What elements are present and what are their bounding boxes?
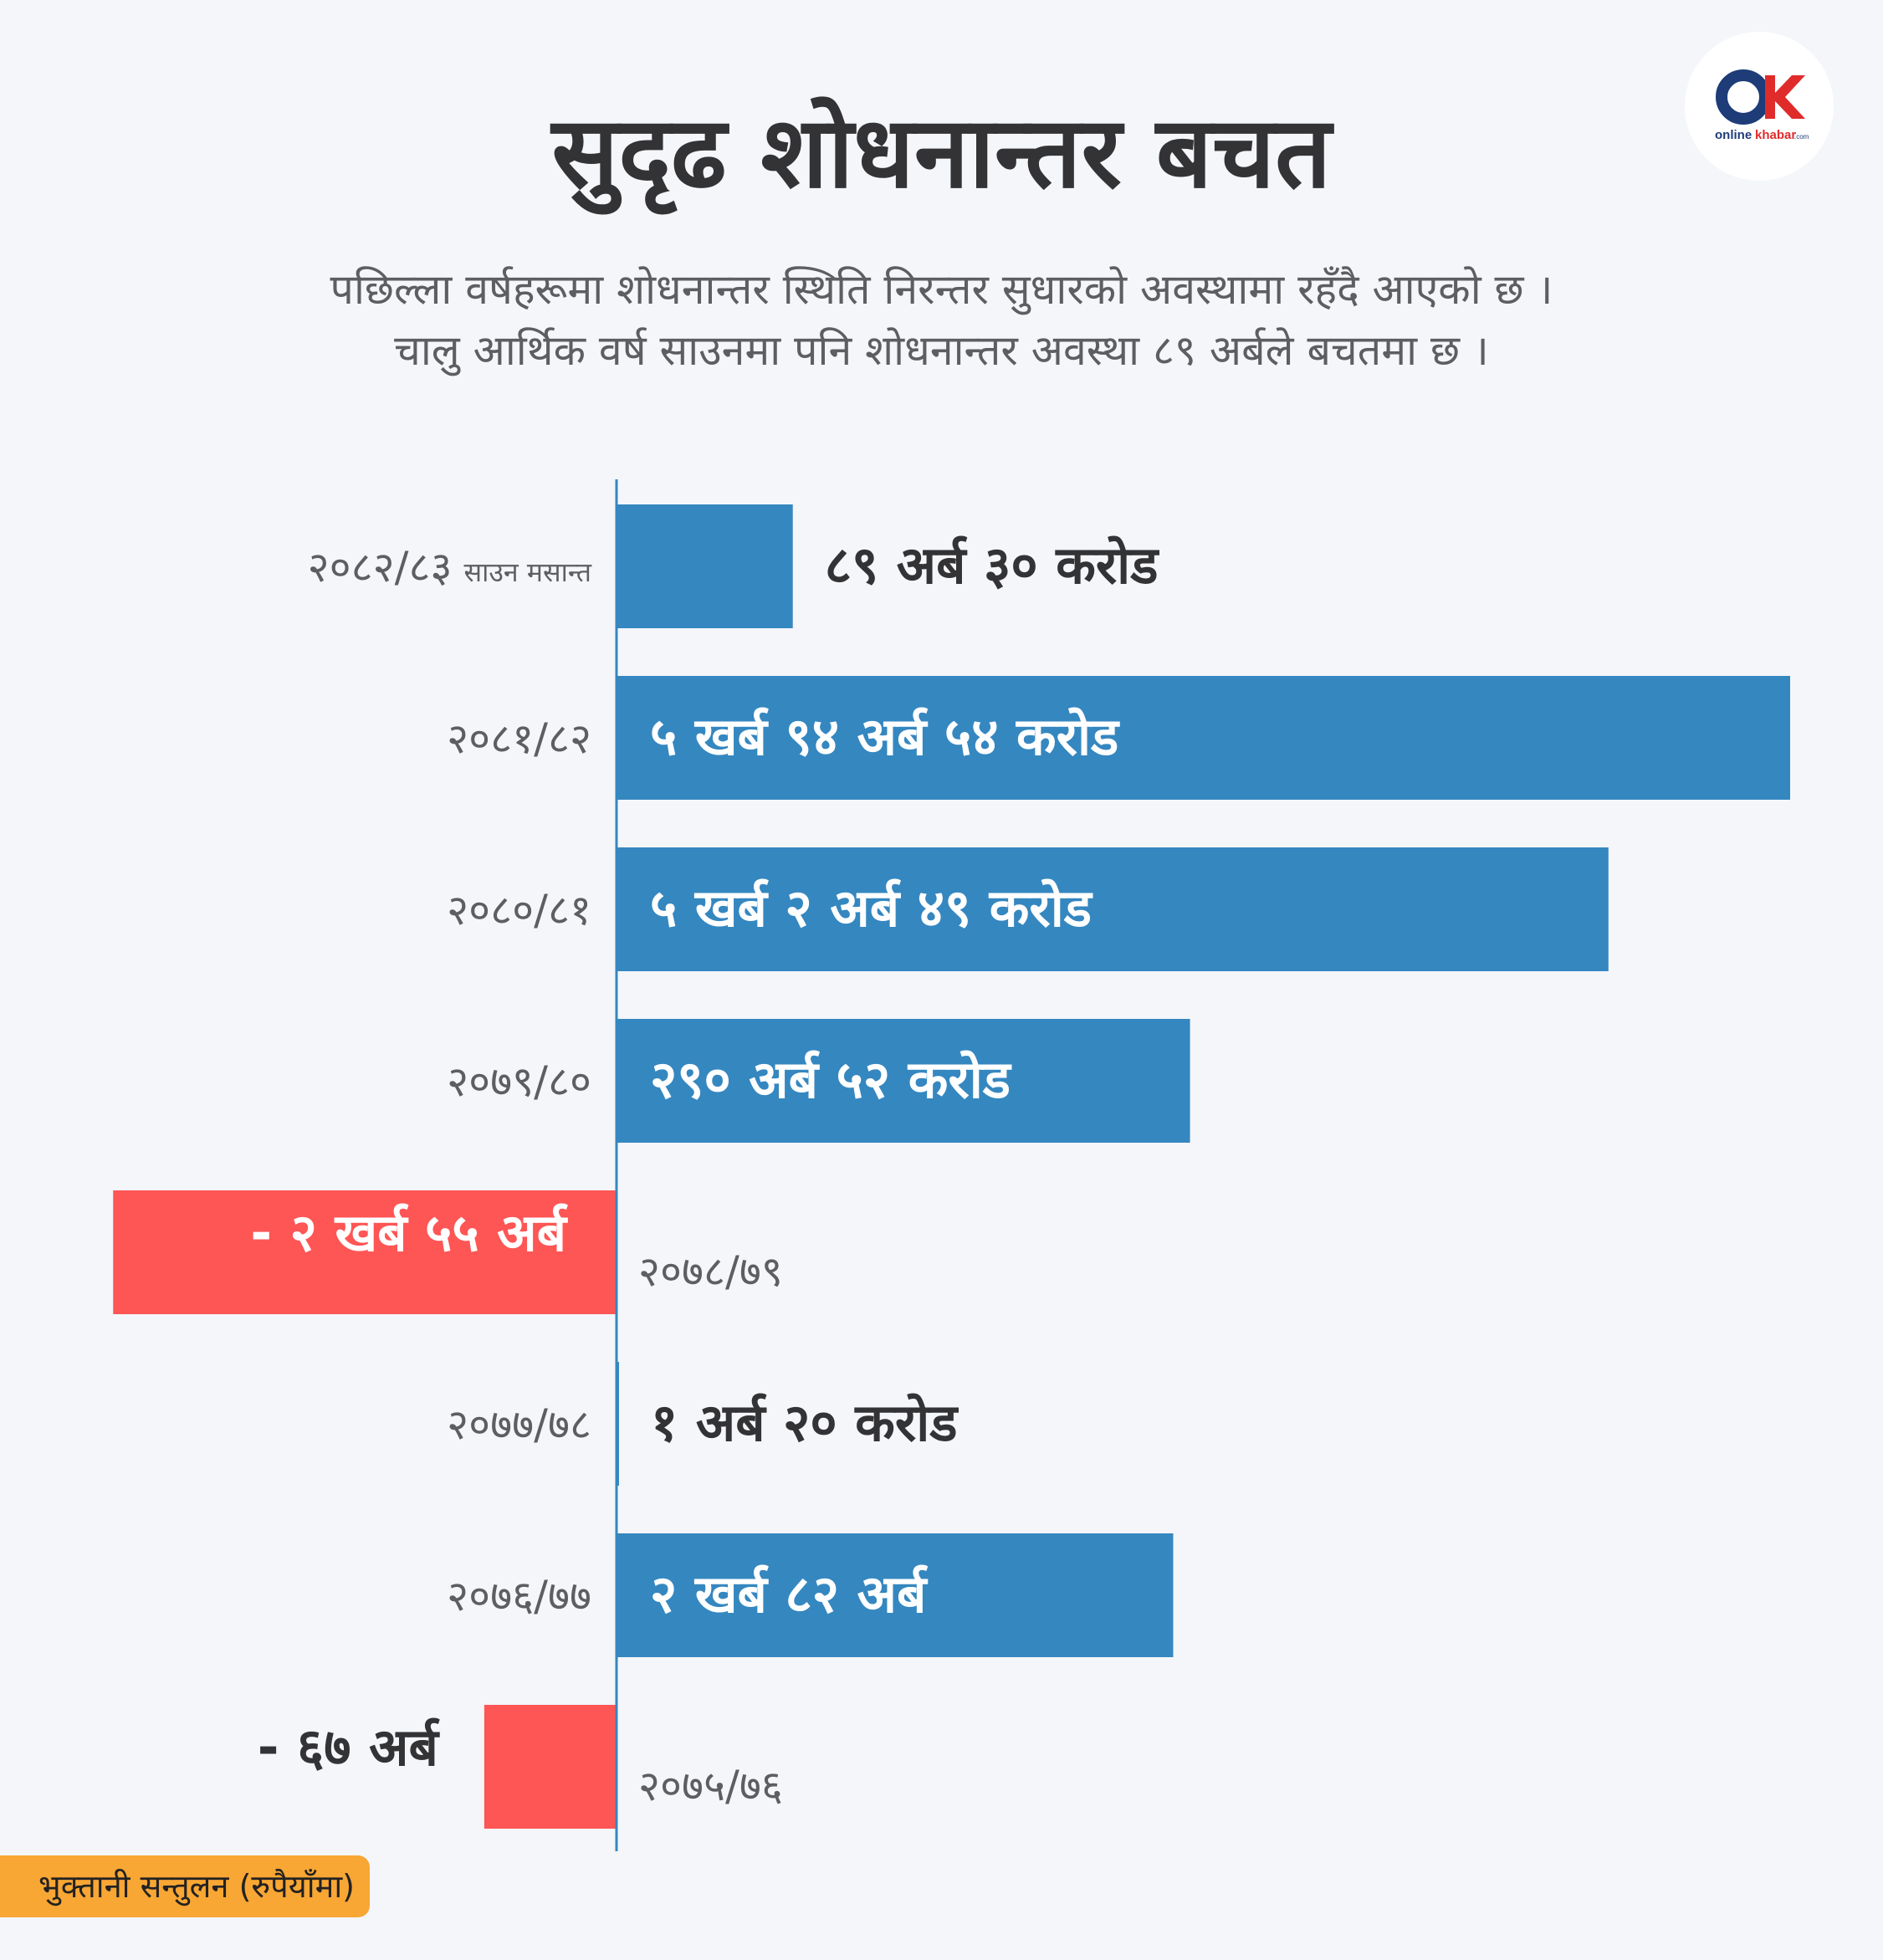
category-label-2: २०८०/८१ <box>447 886 591 934</box>
category-year: २०७८/७९ <box>638 1247 783 1296</box>
value-label-4: - २ खर्ब ५५ अर्ब <box>250 1202 568 1263</box>
value-label-7: - ६७ अर्ब <box>258 1717 441 1778</box>
category-label-6: २०७६/७७ <box>447 1572 591 1620</box>
value-label-1: ५ खर्ब ९४ अर्ब ५४ करोड <box>650 706 1120 767</box>
value-label-5: १ अर्ब २० करोड <box>651 1392 959 1453</box>
logo-text-online: online <box>1715 128 1752 142</box>
category-year: २०७९/८० <box>447 1057 591 1106</box>
onlinekhabar-logo[interactable]: online khabar .com <box>1685 32 1834 181</box>
category-year: २०८०/८१ <box>447 886 591 934</box>
category-year: २०७७/७८ <box>447 1400 591 1449</box>
category-label-7: २०७५/७६ <box>638 1762 783 1810</box>
bar-4 <box>113 1190 617 1314</box>
subtitle-line-2: चालु आर्थिक वर्ष साउनमा पनि शोधनान्तर अव… <box>394 326 1489 375</box>
category-year: २०७५/७६ <box>638 1762 783 1810</box>
category-label-0: २०८२/८३ साउन मसान्त <box>308 543 592 591</box>
bar-0 <box>617 504 793 628</box>
value-label-6: २ खर्ब ८२ अर्ब <box>650 1563 929 1625</box>
logo-text-com: .com <box>1794 133 1809 141</box>
subtitle-line-1: पछिल्ला वर्षहरूमा शोधनान्तर स्थिति निरन्… <box>330 265 1553 314</box>
category-note: साउन मसान्त <box>463 556 591 588</box>
bar-group <box>113 504 1790 1829</box>
legend-badge: भुक्तानी सन्तुलन (रुपैयाँमा) <box>0 1855 370 1917</box>
category-year: २०८२/८३ <box>308 543 453 591</box>
value-label-2: ५ खर्ब २ अर्ब ४९ करोड <box>650 878 1093 939</box>
logo-text-khabar: khabar <box>1755 128 1796 142</box>
logo-k-shape <box>1765 75 1805 119</box>
value-label-group: ८९ अर्ब ३० करोड ५ खर्ब ९४ अर्ब ५४ करोड ५ ख… <box>250 535 1159 1778</box>
bar-3 <box>617 1019 1190 1143</box>
category-label-1: २०८१/८२ <box>447 714 591 763</box>
bar-1 <box>617 676 1790 800</box>
category-year: २०७६/७७ <box>447 1572 591 1620</box>
value-label-0: ८९ अर्ब ३० करोड <box>825 535 1160 596</box>
category-label-5: २०७७/७८ <box>447 1400 591 1449</box>
value-label-3: २९० अर्ब ५२ करोड <box>650 1049 1012 1110</box>
category-label-4: २०७८/७९ <box>638 1247 783 1296</box>
bar-6 <box>617 1533 1174 1657</box>
logo-mark-icon: online khabar .com <box>1715 69 1809 142</box>
bar-2 <box>617 847 1609 971</box>
category-year: २०८१/८२ <box>447 714 591 763</box>
category-label-3: २०७९/८० <box>447 1057 591 1106</box>
page-title: सुदृढ शोधनान्तर बचत <box>551 95 1332 210</box>
category-label-group: २०८२/८३ साउन मसान्त २०८१/८२ २०८०/८१ २०७९/८० २… <box>308 543 783 1810</box>
bar-7 <box>484 1705 617 1829</box>
